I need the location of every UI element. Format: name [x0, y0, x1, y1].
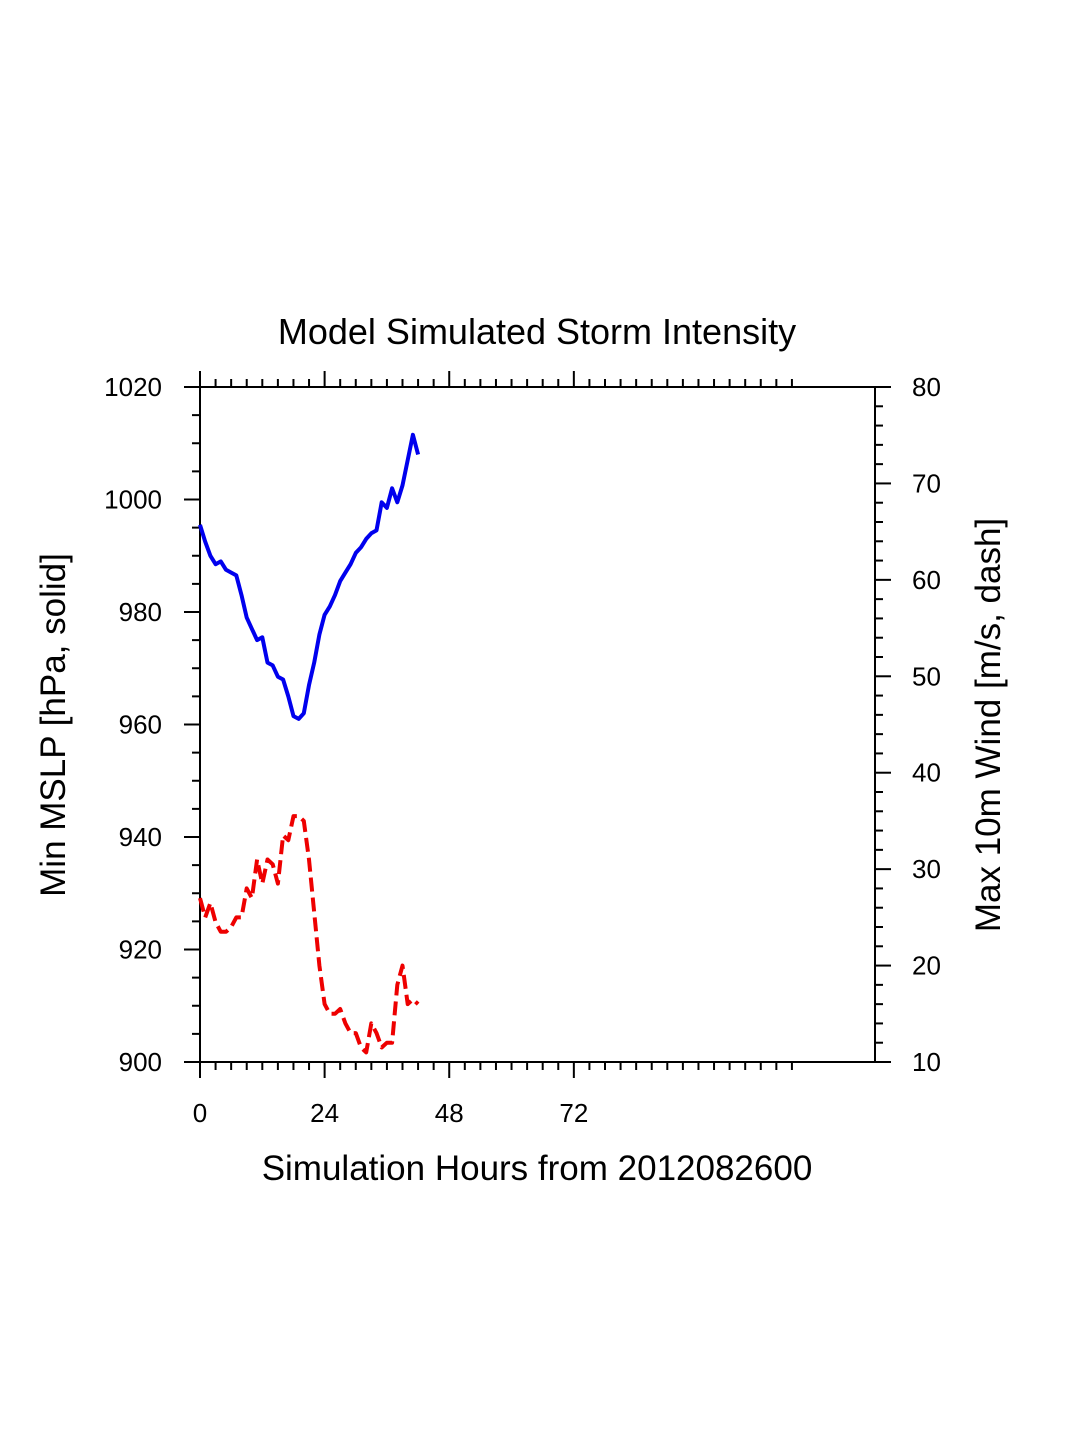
left-y-tick-label: 900: [119, 1047, 162, 1077]
right-y-tick-label: 50: [912, 661, 941, 691]
left-y-axis: 900 920 940 960 980 1000 1020: [104, 372, 200, 1077]
series-layer: [198, 432, 421, 1055]
right-y-tick-label: 70: [912, 468, 941, 498]
plot-frame: [199, 386, 876, 1063]
left-y-tick-label: 1000: [104, 485, 162, 515]
left-y-tick-label: 940: [119, 822, 162, 852]
min-mslp-line: [198, 432, 421, 721]
right-y-tick-label: 20: [912, 951, 941, 981]
right-y-axis-title: Max 10m Wind [m/s, dash]: [969, 518, 1008, 932]
x-axis: 0 24 48 72: [193, 371, 793, 1128]
x-tick-label: 24: [310, 1098, 339, 1128]
left-y-tick-label: 980: [119, 597, 162, 627]
max-wind-line: [198, 814, 420, 1055]
x-tick-label: 72: [559, 1098, 588, 1128]
right-y-tick-label: 40: [912, 758, 941, 788]
plot-border: [199, 386, 876, 1063]
x-tick-label: 0: [193, 1098, 207, 1128]
chart-title: Model Simulated Storm Intensity: [278, 311, 796, 352]
left-y-tick-label: 920: [119, 935, 162, 965]
right-y-tick-label: 30: [912, 854, 941, 884]
right-y-axis: 10 20 30 40 50 60 70 80: [875, 372, 941, 1077]
left-y-axis-title: Min MSLP [hPa, solid]: [34, 553, 73, 897]
x-tick-label: 48: [435, 1098, 464, 1128]
right-y-tick-label: 10: [912, 1047, 941, 1077]
left-y-tick-label: 960: [119, 710, 162, 740]
right-y-tick-label: 60: [912, 565, 941, 595]
right-y-tick-label: 80: [912, 372, 941, 402]
left-y-tick-label: 1020: [104, 372, 162, 402]
x-axis-title: Simulation Hours from 2012082600: [262, 1149, 813, 1188]
